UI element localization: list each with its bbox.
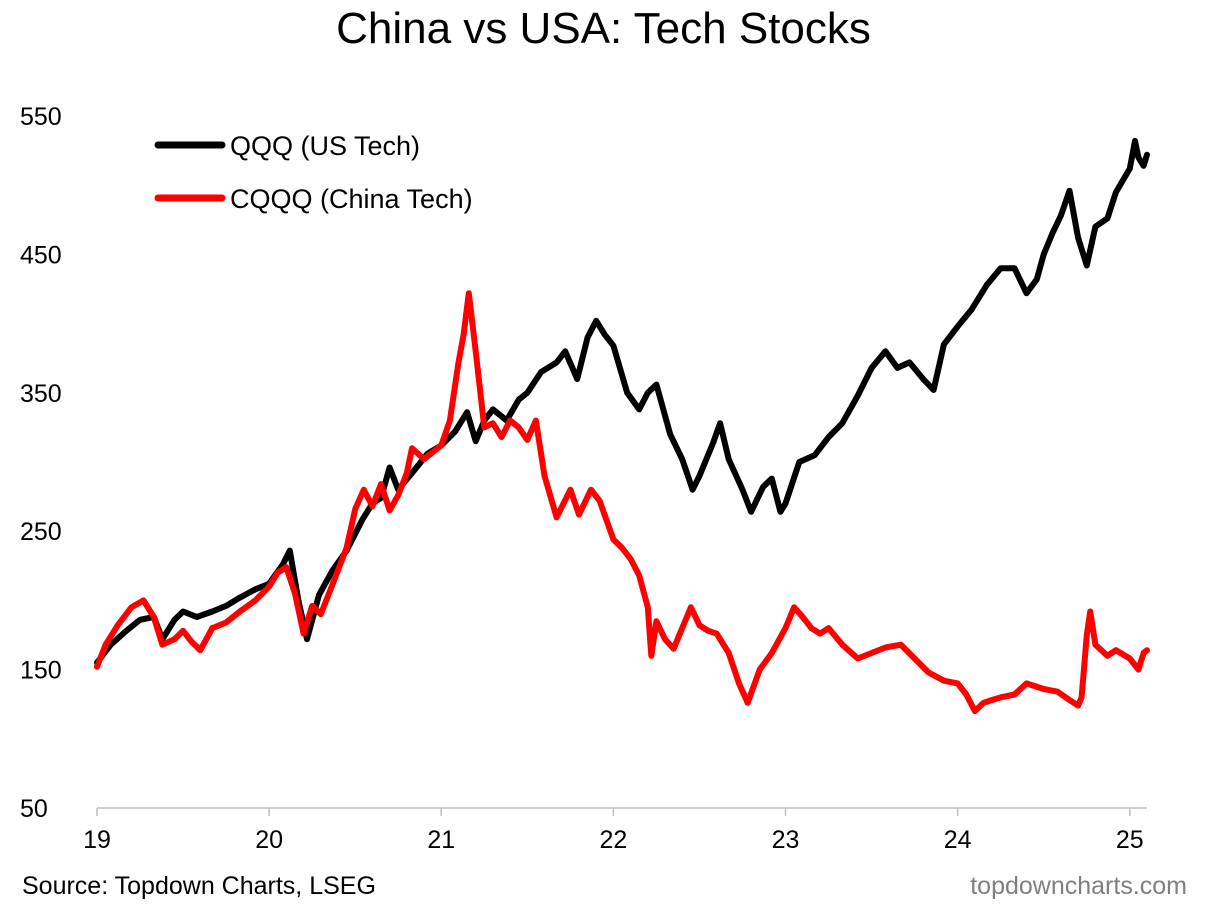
x-tick-label: 22 <box>599 826 627 854</box>
x-tick-label: 23 <box>772 826 800 854</box>
brand-watermark: topdowncharts.com <box>970 872 1187 900</box>
y-tick-label: 550 <box>20 103 62 131</box>
x-tick-label: 20 <box>255 826 283 854</box>
x-tick-label: 24 <box>944 826 972 854</box>
legend-label-qqq: QQQ (US Tech) <box>230 131 420 161</box>
chart-title: China vs USA: Tech Stocks <box>336 4 871 53</box>
x-tick-label: 19 <box>83 826 111 854</box>
y-tick-label: 50 <box>20 795 48 823</box>
y-tick-label: 150 <box>20 657 62 685</box>
y-tick-label: 350 <box>20 380 62 408</box>
source-note: Source: Topdown Charts, LSEG <box>22 872 376 900</box>
y-tick-label: 450 <box>20 241 62 269</box>
cqqq-series-line <box>94 290 1150 715</box>
chart-series <box>94 137 1150 715</box>
x-tick-label: 21 <box>427 826 455 854</box>
chart-legend: QQQ (US Tech) CQQQ (China Tech) <box>154 131 473 214</box>
chart-axes: 50 150 250 350 450 550 19 20 21 22 23 24 25 <box>20 103 1147 854</box>
x-tick-label: 25 <box>1116 826 1144 854</box>
legend-label-cqqq: CQQQ (China Tech) <box>230 184 473 214</box>
qqq-series-line <box>94 137 1150 666</box>
y-tick-label: 250 <box>20 518 62 546</box>
